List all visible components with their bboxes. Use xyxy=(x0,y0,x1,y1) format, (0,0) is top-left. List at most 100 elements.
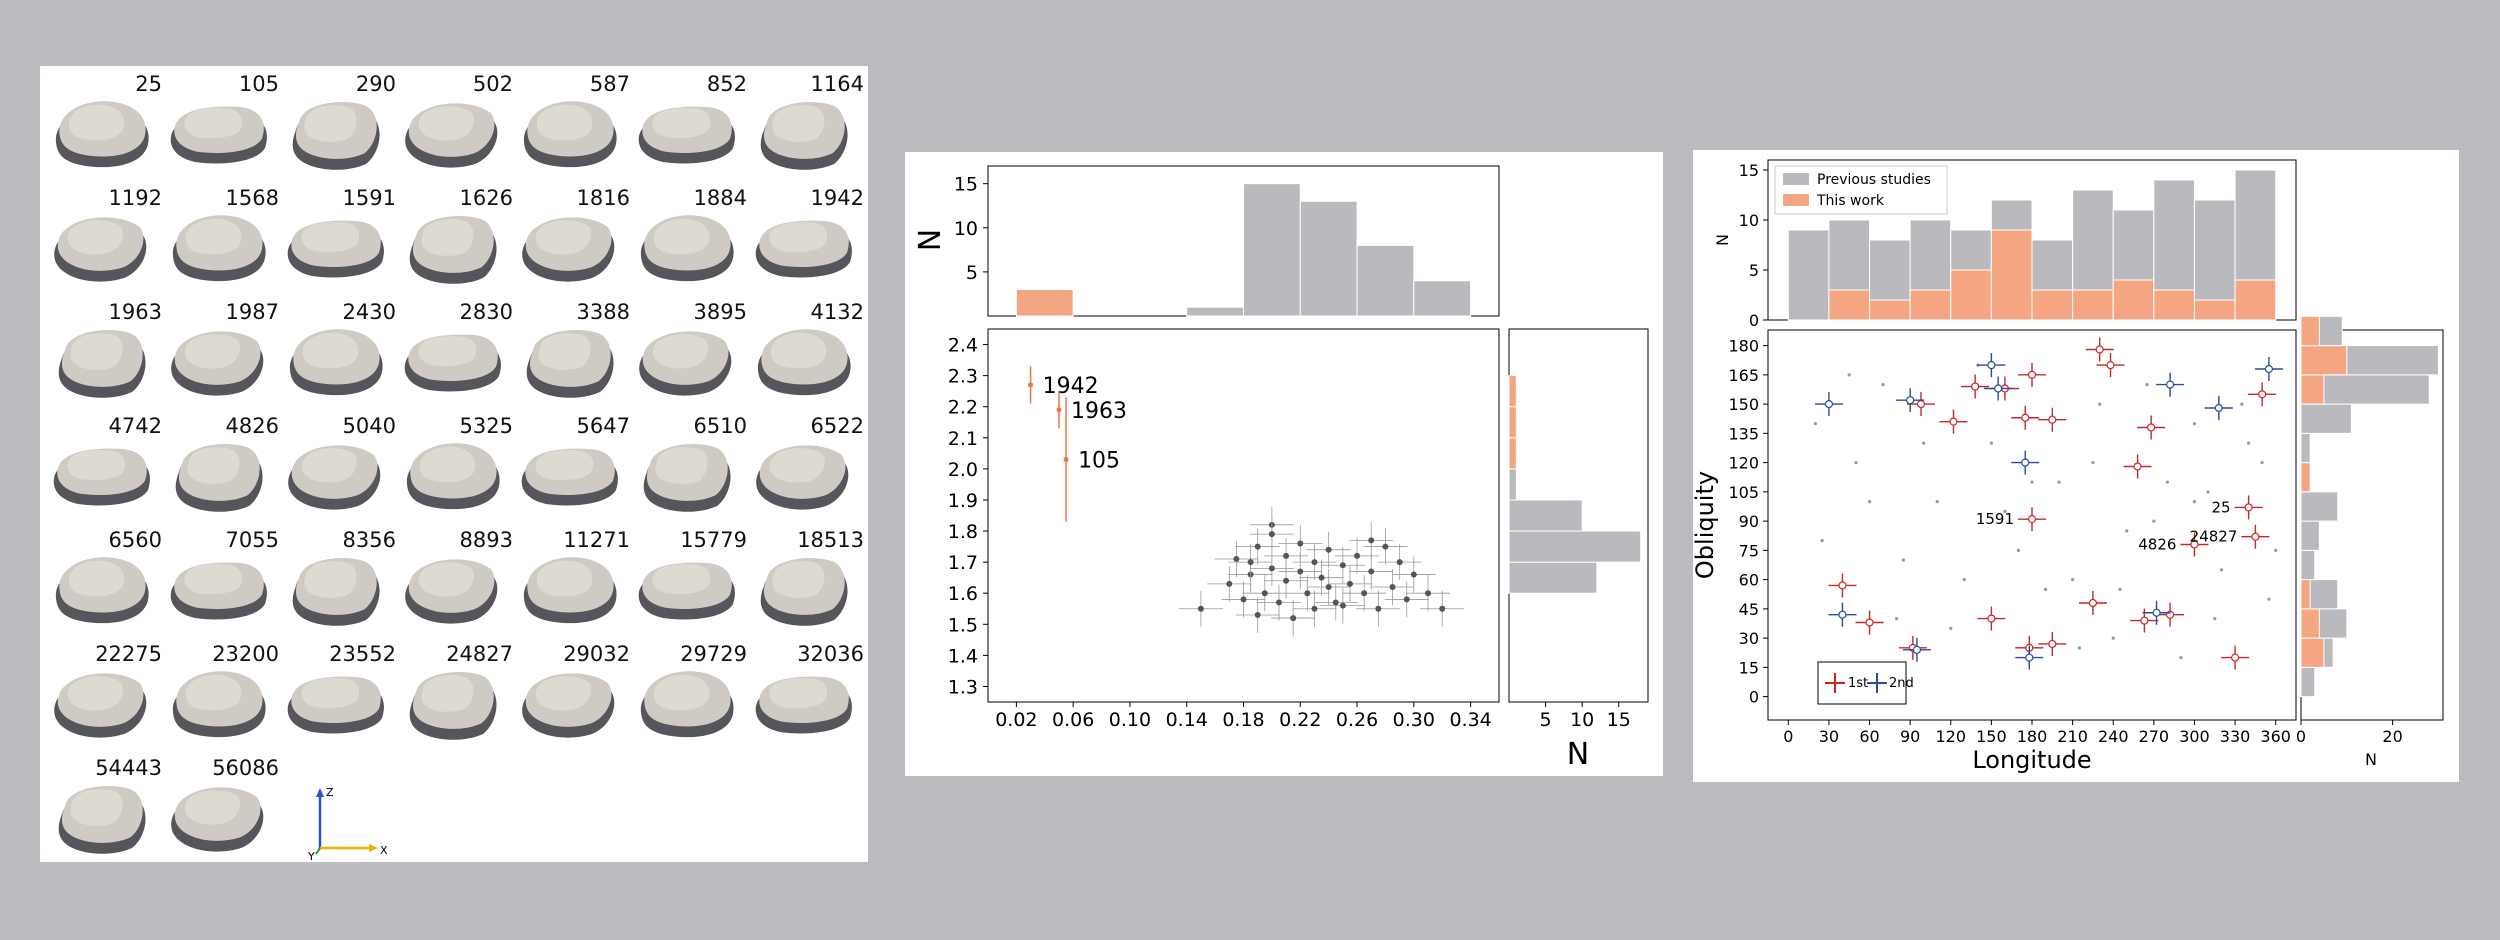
right-hist-bar-previous xyxy=(2300,549,2316,581)
previous-pole-dot xyxy=(2111,636,2115,640)
shape-model-cell: 8893 xyxy=(399,526,517,640)
top-hist-ylabel: N xyxy=(913,229,948,251)
asteroid-number: 587 xyxy=(589,72,630,96)
right-hist-bar-previous xyxy=(1508,499,1583,532)
y-tick-label: 2.4 xyxy=(948,335,978,357)
y-tick-label: 105 xyxy=(1728,483,1759,502)
legend-this-work-label: This work xyxy=(1816,193,1885,209)
right-hist-bar-previous xyxy=(2300,491,2339,522)
top-hist-bar-previous xyxy=(1243,183,1301,317)
y-tick-label: 135 xyxy=(1728,424,1759,443)
second-pole-point xyxy=(1994,384,2003,393)
asteroid-shape-icon xyxy=(760,557,848,626)
asteroid-number: 3388 xyxy=(576,300,630,324)
shape-model-cell: 105 xyxy=(165,70,283,184)
asteroid-shape-icon xyxy=(760,101,848,170)
y-tick-label: 120 xyxy=(1728,454,1759,473)
previous-pole-dot xyxy=(2219,568,2224,572)
previous-pole-dot xyxy=(2192,422,2197,426)
previous-pole-dot xyxy=(1867,500,1872,504)
pole-label: 25 xyxy=(2212,498,2231,516)
first-pole-point xyxy=(1838,581,1847,590)
shape-model-cell: 1987 xyxy=(165,298,283,412)
first-pole-point xyxy=(2251,532,2260,541)
y-tick-label: 2.2 xyxy=(948,397,978,419)
asteroid-number: 502 xyxy=(472,72,513,96)
asteroid-shape-icon xyxy=(521,448,618,506)
shape-model-cell: 3388 xyxy=(516,298,634,412)
scatter-point xyxy=(1325,583,1332,590)
asteroid-number: 1963 xyxy=(108,300,162,324)
previous-pole-dot xyxy=(2192,500,2197,504)
previous-pole-dot xyxy=(2165,480,2169,484)
previous-pole-dot xyxy=(2030,480,2034,484)
scatter-point xyxy=(1197,605,1204,612)
first-pole-point xyxy=(1865,618,1874,627)
scatter-point xyxy=(1425,590,1432,597)
right-hist-tick-label: 0 xyxy=(2296,727,2306,746)
first-pole-point xyxy=(2088,598,2098,608)
previous-pole-dot xyxy=(1847,373,1851,377)
previous-pole-dot xyxy=(1820,539,1824,543)
asteroid-shape-icon xyxy=(288,445,381,510)
asteroid-number: 8356 xyxy=(342,528,396,552)
top-hist-bar-previous xyxy=(1186,306,1245,317)
shape-model-cell: 54443 xyxy=(48,754,166,868)
top-hist-tick-label: 10 xyxy=(954,218,978,240)
asteroid-shape-icon xyxy=(55,101,149,168)
top-hist-bar-this-work xyxy=(1828,289,1871,321)
scatter-point xyxy=(1346,580,1353,587)
asteroid-shape-icon xyxy=(171,331,264,396)
y-tick-label: 2.1 xyxy=(948,428,978,450)
right-hist-bar-this-work xyxy=(2300,462,2311,493)
first-pole-point xyxy=(2021,413,2030,422)
scatter-point xyxy=(1261,590,1268,597)
axis-y-label: Y xyxy=(307,850,315,863)
asteroid-number: 290 xyxy=(355,72,396,96)
top-hist-tick-label: 5 xyxy=(1749,261,1759,280)
scatter-point xyxy=(1233,556,1240,563)
second-pole-point xyxy=(2152,608,2161,617)
y-tick-label: 15 xyxy=(1739,658,1759,677)
top-hist-legend: Previous studies This work xyxy=(1774,165,1948,215)
asteroid-number: 29032 xyxy=(563,642,630,666)
asteroid-number: 1626 xyxy=(459,186,513,210)
right-hist-bar-this-work xyxy=(1508,406,1517,439)
x-tick-label: 90 xyxy=(1900,727,1920,746)
right-hist-xlabel: N xyxy=(2365,750,2377,769)
previous-pole-dot xyxy=(2118,587,2122,591)
asteroid-shape-icon xyxy=(639,331,732,396)
x-tick-label: 0.18 xyxy=(1222,709,1264,731)
right-hist-xlabel: N xyxy=(1567,737,1589,772)
x-tick-label: 0.14 xyxy=(1166,709,1208,731)
asteroid-number: 1568 xyxy=(225,186,279,210)
shape-model-cell: 56086 xyxy=(165,754,283,868)
asteroid-shape-icon xyxy=(409,671,497,740)
highlight-point xyxy=(1063,457,1069,463)
highlight-point xyxy=(1056,407,1062,413)
asteroid-shape-icon xyxy=(755,676,852,734)
shape-model-cell: 1884 xyxy=(633,184,751,298)
previous-pole-dot xyxy=(1881,383,1885,387)
second-pole-point xyxy=(1824,400,1834,409)
top-hist-bar-this-work xyxy=(1869,299,1911,321)
x-tick-label: 0.22 xyxy=(1279,709,1321,731)
first-pole-point xyxy=(1916,400,1926,409)
y-tick-label: 75 xyxy=(1739,541,1759,560)
first-pole-point xyxy=(1949,417,1958,426)
previous-pole-dot xyxy=(2206,490,2210,494)
pole-legend: 1st 2nd xyxy=(1817,661,1914,705)
top-hist-bar-previous xyxy=(1299,200,1358,317)
asteroid-number: 852 xyxy=(706,72,747,96)
highlight-label: 105 xyxy=(1078,449,1120,474)
scatter-point xyxy=(1375,605,1382,612)
pole-distribution-panel: 0 30 60 90 120 150 180 210 240 270 300 330 360 0 15 30 4… xyxy=(1691,150,2459,782)
scatter-point xyxy=(1268,565,1275,572)
first-pole-point xyxy=(2027,370,2037,379)
highlight-point xyxy=(1028,382,1034,388)
right-hist-bar-previous xyxy=(2300,432,2311,464)
asteroid-shape-icon xyxy=(172,215,266,282)
y-tick-label: 150 xyxy=(1728,395,1759,414)
shape-model-cell: 1591 xyxy=(282,184,400,298)
asteroid-shape-icon xyxy=(757,329,851,396)
